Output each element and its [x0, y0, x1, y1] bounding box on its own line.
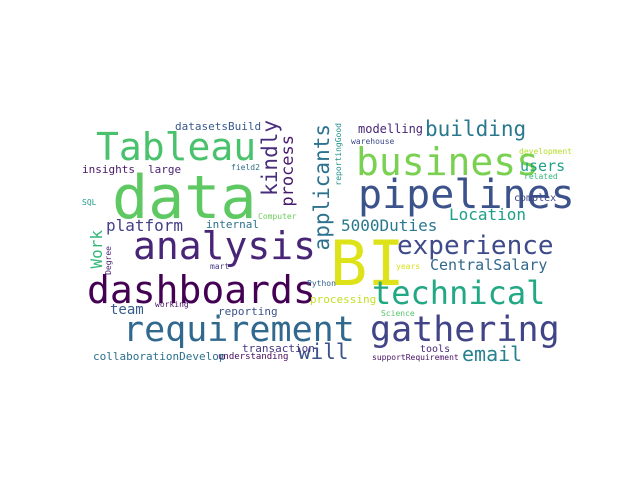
word-pipelines: pipelines [358, 172, 575, 218]
word-tableau: Tableau [96, 125, 256, 169]
word-business: business [356, 140, 539, 184]
word-location: Location [449, 205, 526, 224]
word-insights: insights [82, 163, 135, 176]
word-platform: platform [106, 216, 183, 235]
word-python: Python [307, 279, 336, 288]
word-datasetsbuild: datasetsBuild [175, 120, 261, 133]
word-reporting: reporting [218, 305, 278, 318]
word-work: Work [87, 230, 106, 269]
word-tools: tools [420, 344, 450, 355]
word-5000duties: 5000Duties [341, 216, 437, 235]
word-development: development [519, 147, 572, 156]
word-data: data [112, 163, 257, 233]
word-large: large [148, 163, 181, 176]
word-computer: Computer [258, 212, 297, 221]
word-team: team [110, 302, 144, 318]
word-supportrequirement: supportRequirement [372, 353, 459, 362]
word-understanding: understanding [218, 352, 288, 362]
word-science: Science [381, 309, 415, 318]
word-modelling: modelling [358, 122, 423, 136]
word-centralsalary: CentralSalary [430, 256, 547, 274]
word-building: building [425, 117, 526, 141]
word-processing: processing [310, 293, 376, 306]
word-analysis: analysis [133, 224, 316, 268]
word-warehouse: warehouse [351, 137, 395, 146]
word-transaction: transaction [242, 342, 315, 355]
word-degree: Degree [104, 246, 113, 275]
word-complex: complex [514, 193, 556, 204]
word-applicants: applicants [310, 124, 334, 250]
word-users: users [520, 157, 565, 175]
word-requirement: requirement [123, 310, 355, 350]
word-working: working [155, 300, 189, 309]
word-bi: BI [330, 227, 405, 300]
word-sql: SQL [82, 198, 97, 207]
word-kindly: kindly [258, 120, 282, 196]
word-internal: internal [206, 218, 259, 231]
word-collaborationdevelop: collaborationDevelop [93, 350, 225, 363]
word-years: years [396, 262, 420, 271]
word-process: process [278, 135, 298, 207]
word-dashboards: dashboards [87, 268, 316, 312]
word-email: email [462, 342, 522, 366]
word-will: will [298, 340, 349, 364]
word-experience: experience [397, 231, 554, 261]
word-related: related [524, 172, 558, 181]
word-mart: mart [210, 262, 229, 271]
word-field2: field2 [231, 163, 260, 172]
word-gathering: gathering [370, 310, 560, 350]
word-reportinggood: reportingGood [334, 123, 343, 186]
word-technical: technical [372, 274, 545, 312]
